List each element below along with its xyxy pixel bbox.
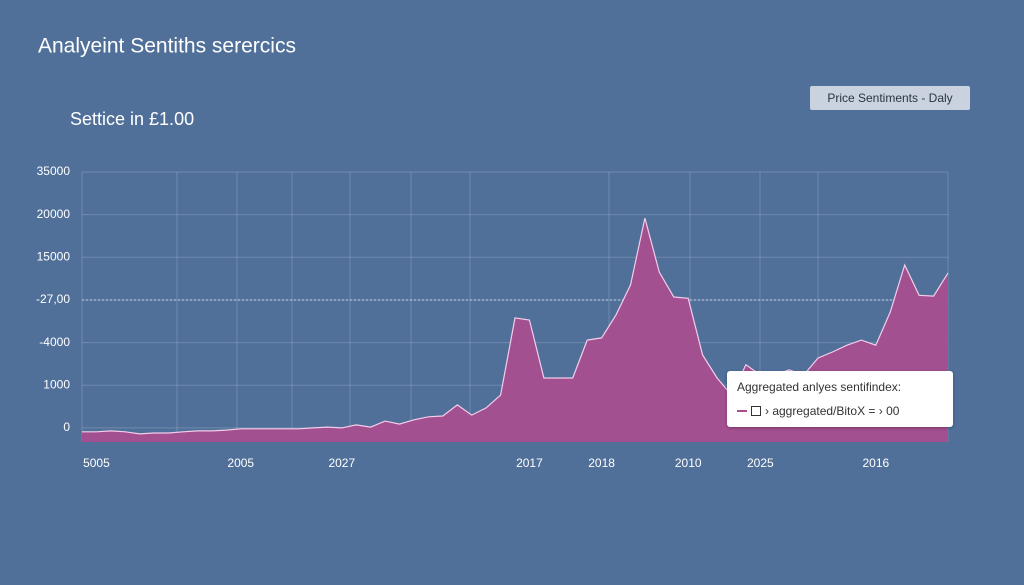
x-tick-label: 2017 <box>516 456 543 470</box>
tooltip-swatch <box>737 410 747 412</box>
y-tick-label: 0 <box>63 420 70 434</box>
x-tick-label: 2016 <box>862 456 889 470</box>
x-tick-label: 2010 <box>675 456 702 470</box>
y-tick-label: 1000 <box>43 377 70 391</box>
y-tick-label: 35000 <box>37 164 71 178</box>
y-tick-label: -27,00 <box>36 292 70 306</box>
y-tick-label: 20000 <box>37 207 71 221</box>
y-tick-label: 15000 <box>37 249 71 263</box>
y-tick-label: -4000 <box>39 335 70 349</box>
x-tick-label: 2025 <box>747 456 774 470</box>
area <box>82 218 948 442</box>
x-tick-label: 2027 <box>328 456 355 470</box>
tooltip-row: › aggregated/BitoX = › 00 <box>737 404 899 418</box>
tooltip-title: Aggregated anlyes sentifindex: <box>737 380 902 394</box>
tooltip-text: › aggregated/BitoX = › 00 <box>765 404 900 418</box>
legend[interactable]: Price Sentiments - Daly <box>810 86 970 110</box>
chart-title: Analyeint Sentiths serercics <box>38 35 296 58</box>
chart-subtitle: Settice in £1.00 <box>70 109 194 129</box>
x-tick-label: 2005 <box>227 456 254 470</box>
x-tick-label: 2018 <box>588 456 615 470</box>
tooltip-icon <box>751 406 761 416</box>
tooltip: Aggregated anlyes sentifindex: › aggrega… <box>727 371 953 427</box>
x-tick-label: 5005 <box>83 456 110 470</box>
